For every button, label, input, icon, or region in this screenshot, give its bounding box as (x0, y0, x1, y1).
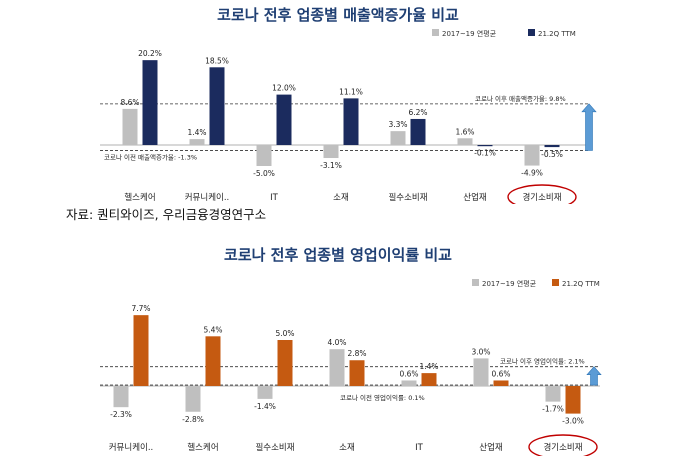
bar-s0-c0 (122, 108, 138, 145)
category-label-6: 경기소비재 (522, 192, 561, 203)
bar-s1-c2 (276, 94, 292, 145)
legend-swatch-0 (472, 279, 479, 286)
bar-s1-c1 (209, 67, 225, 145)
legend-label-1: 21.2Q TTM (562, 280, 600, 288)
up-arrow-icon (581, 103, 597, 151)
category-label-2: 필수소비재 (255, 442, 294, 453)
data-label-s1-c6: -0.5% (541, 150, 563, 159)
legend-swatch-1 (528, 29, 535, 36)
data-label-s0-c2: -1.4% (254, 402, 276, 411)
bar-s1-c2 (277, 340, 293, 386)
bar-s1-c3 (349, 360, 365, 386)
data-label-s1-c1: 18.5% (205, 56, 229, 65)
data-label-s1-c4: 1.4% (419, 362, 438, 371)
bar-s1-c3 (343, 98, 359, 145)
data-label-s1-c0: 20.2% (138, 49, 162, 58)
data-label-s1-c3: 2.8% (347, 349, 366, 358)
bar-s1-c5 (477, 145, 493, 147)
reference-label-1: 코로나 이전 영업이익률: 0.1% (340, 393, 425, 402)
category-label-3: 소재 (339, 443, 355, 453)
legend-label-1: 21.2Q TTM (538, 30, 576, 38)
data-label-s0-c3: -3.1% (320, 161, 342, 170)
chart1-title: 코로나 전후 업종별 매출액증가율 비교 (217, 6, 459, 24)
chart1-revenue-growth: 2017~19 연평균 21.2Q TTM 코로나 이후 매출액증가율: 9.8% 코… (100, 29, 597, 204)
bar-s0-c4 (401, 380, 417, 386)
category-label-0: 커뮤니케이.. (109, 442, 154, 453)
bar-s0-c6 (524, 145, 540, 166)
legend-label-0: 2017~19 연평균 (442, 29, 497, 38)
category-label-1: 헬스케어 (187, 442, 218, 453)
data-label-s1-c2: 12.0% (272, 84, 296, 93)
data-label-s1-c6: -3.0% (562, 417, 584, 426)
legend-swatch-1 (552, 279, 559, 286)
category-label-4: IT (415, 443, 424, 453)
bar-s1-c5 (493, 380, 509, 386)
bar-s1-c0 (133, 315, 149, 386)
chart2-title: 코로나 전후 업종별 영업이익률 비교 (224, 246, 452, 264)
bar-s0-c4 (390, 131, 406, 145)
data-label-s0-c0: -2.3% (110, 410, 132, 419)
category-label-2: IT (270, 193, 279, 203)
bar-s0-c5 (457, 138, 473, 145)
bar-s0-c1 (185, 386, 201, 412)
bar-s0-c2 (256, 145, 272, 166)
legend-swatch-0 (432, 29, 439, 36)
reference-label-1: 코로나 이전 매출액증가율: -1.3% (104, 152, 197, 161)
bar-s1-c0 (142, 60, 158, 145)
chart2-operating-margin: 2017~19 연평균 21.2Q TTM 코로나 이후 영업이익률: 2.1% 코로… (100, 279, 602, 456)
category-label-4: 필수소비재 (388, 192, 427, 203)
bar-s0-c2 (257, 386, 273, 399)
bar-s1-c1 (205, 336, 221, 386)
data-label-s0-c5: 1.6% (455, 127, 474, 136)
category-label-5: 산업재 (479, 442, 502, 453)
bar-s0-c1 (189, 139, 205, 145)
category-label-5: 산업재 (463, 192, 486, 203)
data-label-s0-c1: 1.4% (187, 128, 206, 137)
data-label-s1-c0: 7.7% (131, 304, 150, 313)
bar-s0-c5 (473, 358, 489, 386)
data-label-s0-c3: 4.0% (327, 338, 346, 347)
bar-s0-c6 (545, 386, 561, 402)
data-label-s0-c4: 0.6% (399, 369, 418, 378)
data-label-s0-c6: -4.9% (521, 169, 543, 178)
reference-label-0: 코로나 이후 영업이익률: 2.1% (500, 357, 585, 366)
data-label-s0-c2: -5.0% (253, 169, 275, 178)
data-label-s0-c6: -1.7% (542, 405, 564, 414)
reference-label-0: 코로나 이후 매출액증가율: 9.8% (475, 94, 566, 103)
bar-s0-c3 (329, 349, 345, 386)
data-label-s1-c4: 6.2% (408, 108, 427, 117)
data-label-s1-c3: 11.1% (339, 87, 363, 96)
category-label-3: 소재 (333, 193, 349, 203)
data-label-s1-c2: 5.0% (275, 329, 294, 338)
bar-s0-c0 (113, 386, 129, 408)
data-label-s1-c5: 0.6% (491, 369, 510, 378)
category-label-0: 헬스케어 (124, 192, 155, 203)
up-arrow-icon (586, 366, 602, 386)
legend-label-0: 2017~19 연평균 (482, 279, 537, 288)
data-label-s0-c4: 3.3% (388, 120, 407, 129)
bar-s1-c6 (544, 145, 560, 148)
bar-s1-c6 (565, 386, 581, 414)
data-label-s0-c0: 8.6% (120, 98, 139, 107)
data-label-s1-c1: 5.4% (203, 325, 222, 334)
data-label-s1-c5: -0.1% (474, 148, 496, 157)
bar-s0-c3 (323, 145, 339, 159)
category-label-6: 경기소비재 (543, 442, 582, 453)
data-label-s0-c5: 3.0% (471, 347, 490, 356)
bar-s1-c4 (421, 373, 437, 386)
highlight-ellipse (507, 184, 577, 204)
category-label-1: 커뮤니케이.. (185, 192, 230, 203)
highlight-ellipse (528, 434, 598, 456)
source-note: 자료: 퀀티와이즈, 우리금융경영연구소 (66, 207, 267, 222)
bar-s1-c4 (410, 118, 426, 145)
data-label-s0-c1: -2.8% (182, 415, 204, 424)
